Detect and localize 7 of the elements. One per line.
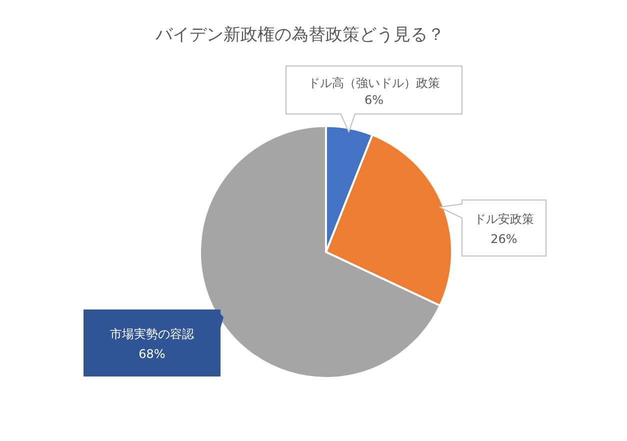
data-label: 26% xyxy=(490,232,518,246)
slice-label: ドル安政策 xyxy=(474,212,534,226)
data-label: 6% xyxy=(364,93,384,107)
chart-title: バイデン新政権の為替政策どう見る？ xyxy=(154,25,444,45)
slice-label: ドル高（強いドル）政策 xyxy=(308,76,440,90)
slice-label: 市場実勢の容認 xyxy=(110,327,194,341)
data-label: 68% xyxy=(138,347,166,361)
